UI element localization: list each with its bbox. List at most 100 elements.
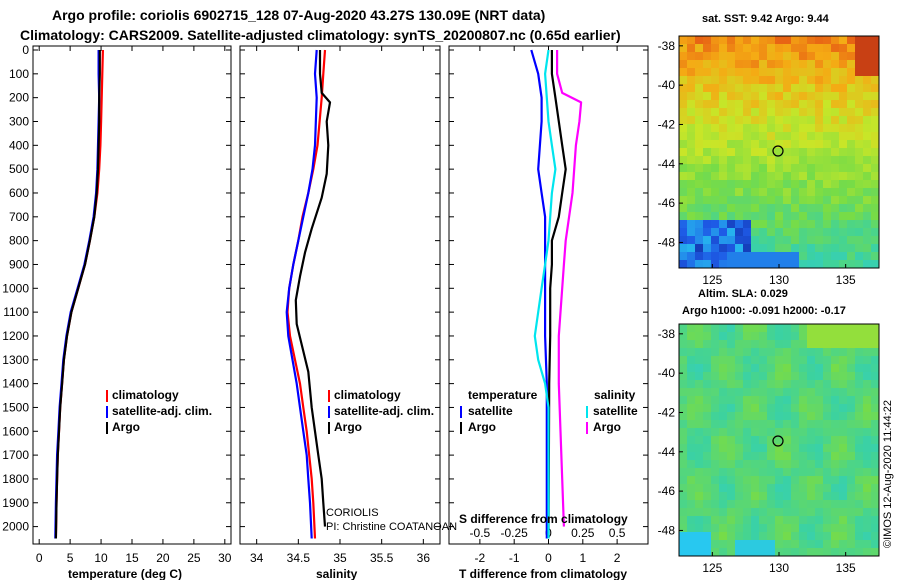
sla-map-cell	[679, 436, 687, 444]
sst-map-cell	[711, 92, 719, 100]
sla-map-cell	[719, 460, 727, 468]
sla-map-cell	[719, 428, 727, 436]
sla-map-cell	[687, 428, 695, 436]
sst-map-cell	[799, 124, 807, 132]
sla-map-cell	[751, 492, 759, 500]
sst-map-cell	[719, 180, 727, 188]
sla-map-cell	[831, 508, 839, 516]
sla-map-cell	[815, 428, 823, 436]
sst-map-cell	[839, 228, 847, 236]
sla-map-cell	[727, 484, 735, 492]
sst-map-cell	[847, 132, 855, 140]
sst-map-cell	[687, 44, 695, 52]
sst-map-cell	[791, 212, 799, 220]
sst-map-cell	[783, 148, 791, 156]
sst-map-cell	[759, 188, 767, 196]
sst-map-cell	[831, 236, 839, 244]
sst-map-cell	[759, 156, 767, 164]
sst-map-cell	[807, 156, 815, 164]
sla-map-cell	[855, 332, 863, 340]
sst-map-cell	[791, 188, 799, 196]
sst-map-cell	[815, 68, 823, 76]
sla-map-cell	[855, 548, 863, 556]
sst-map-cell	[751, 260, 759, 268]
sst-map-cell	[847, 244, 855, 252]
legend-label-satellite: satellite-adj. clim.	[112, 404, 212, 418]
sla-map-cell	[783, 380, 791, 388]
sla-map-cell	[687, 540, 695, 548]
sla-map-cell	[711, 540, 719, 548]
sla-map-cell	[711, 436, 719, 444]
sst-map-cell	[775, 204, 783, 212]
sla-map-cell	[791, 484, 799, 492]
sst-map-cell	[783, 68, 791, 76]
sst-map-cell	[815, 252, 823, 260]
sst-map-cell	[847, 68, 855, 76]
sla-map-cell	[759, 548, 767, 556]
sla-map-cell	[823, 372, 831, 380]
sst-map-cell	[783, 156, 791, 164]
sst-map-cell	[727, 228, 735, 236]
sst-map-cell	[743, 252, 751, 260]
sla-map-cell	[815, 460, 823, 468]
sst-map-cell	[871, 156, 879, 164]
sst-map-cell	[823, 60, 831, 68]
sst-map-cell	[719, 44, 727, 52]
sst-map-cell	[839, 124, 847, 132]
sst-map-cell	[703, 180, 711, 188]
sst-map-cell	[703, 52, 711, 60]
sla-map-cell	[855, 436, 863, 444]
sst-map-cell	[871, 92, 879, 100]
sst-map-cell	[807, 100, 815, 108]
sla-map-cell	[807, 428, 815, 436]
sst-map-cell	[759, 68, 767, 76]
sst-map-cell	[871, 148, 879, 156]
sst-map-cell	[751, 116, 759, 124]
sst-map-cell	[711, 84, 719, 92]
sla-map-cell	[759, 484, 767, 492]
sst-map-cell	[839, 116, 847, 124]
sla-map-cell	[823, 404, 831, 412]
sla-map-cell	[703, 340, 711, 348]
sst-map-cell	[847, 36, 855, 44]
sst-map-cell	[703, 164, 711, 172]
sst-map-cell	[743, 260, 751, 268]
sst-map-cell	[743, 44, 751, 52]
sla-map-cell	[703, 348, 711, 356]
sst-map-cell	[855, 252, 863, 260]
sla-map-cell	[743, 380, 751, 388]
sst-map-cell	[679, 116, 687, 124]
sst-map-cell	[767, 148, 775, 156]
sst-map-cell	[719, 60, 727, 68]
sla-map-cell	[863, 436, 871, 444]
sla-map-cell	[711, 404, 719, 412]
sla-map-cell	[775, 324, 783, 332]
legend-label-s-satellite: satellite	[593, 404, 638, 418]
sst-map-cell	[855, 84, 863, 92]
sla-map-cell	[831, 332, 839, 340]
sla-map-cell	[783, 468, 791, 476]
sst-map-cell	[687, 148, 695, 156]
sst-map-cell	[775, 52, 783, 60]
sla-map-cell	[695, 540, 703, 548]
sla-map-cell	[719, 484, 727, 492]
sst-map-cell	[751, 52, 759, 60]
sla-map-cell	[703, 516, 711, 524]
sla-map-cell	[815, 452, 823, 460]
sla-map-cell	[799, 460, 807, 468]
sla-map-cell	[679, 388, 687, 396]
sla-map-cell	[703, 404, 711, 412]
sla-map-cell	[743, 476, 751, 484]
map-y-tick-label: -46	[658, 196, 676, 210]
sla-map-cell	[783, 500, 791, 508]
sla-map-cell	[823, 364, 831, 372]
sst-map-cell	[847, 228, 855, 236]
sla-map-cell	[815, 476, 823, 484]
sst-map-cell	[687, 188, 695, 196]
sla-map-cell	[679, 420, 687, 428]
sst-map-cell	[855, 164, 863, 172]
sla-map-cell	[831, 340, 839, 348]
sla-map-cell	[743, 396, 751, 404]
sla-map-cell	[679, 516, 687, 524]
sla-map-cell	[823, 444, 831, 452]
